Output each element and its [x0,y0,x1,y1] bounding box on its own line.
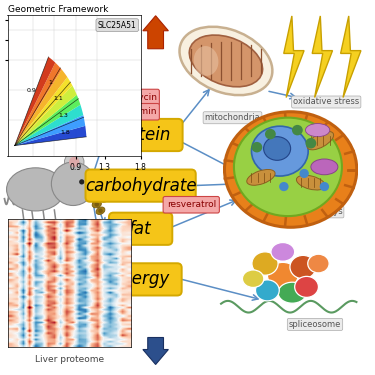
FancyArrow shape [143,338,168,364]
Text: 0.9: 0.9 [26,88,36,93]
Circle shape [51,162,95,206]
Polygon shape [15,69,68,146]
Ellipse shape [255,280,279,301]
Polygon shape [15,77,72,146]
Polygon shape [15,86,77,146]
Circle shape [98,209,103,213]
Polygon shape [15,57,55,146]
FancyBboxPatch shape [107,104,159,120]
Ellipse shape [6,168,64,211]
Polygon shape [15,95,80,146]
Ellipse shape [189,35,262,87]
Ellipse shape [264,137,291,160]
Ellipse shape [295,276,318,297]
Text: protein: protein [111,126,170,144]
Ellipse shape [267,262,298,288]
Ellipse shape [96,207,105,214]
Ellipse shape [308,254,329,273]
Text: mitochondria: mitochondria [205,113,260,122]
Ellipse shape [290,255,316,279]
Ellipse shape [307,131,334,150]
FancyBboxPatch shape [99,119,183,151]
Circle shape [101,196,105,201]
Circle shape [279,182,289,191]
Text: carbohydrate: carbohydrate [85,177,196,195]
Ellipse shape [311,159,338,175]
Ellipse shape [247,170,275,185]
Polygon shape [340,16,361,98]
Ellipse shape [306,124,330,137]
Ellipse shape [234,118,342,216]
FancyBboxPatch shape [109,213,172,245]
Text: metabolic pathways: metabolic pathways [258,207,342,216]
Text: Geometric Framework: Geometric Framework [8,5,108,14]
Circle shape [69,157,80,167]
Circle shape [292,125,303,135]
Ellipse shape [252,126,308,176]
Ellipse shape [278,282,307,303]
Text: fat: fat [129,220,152,238]
Ellipse shape [242,270,264,288]
FancyBboxPatch shape [99,263,182,296]
Text: oxidative stress: oxidative stress [293,98,359,106]
Ellipse shape [180,27,272,95]
Text: SLC25A51: SLC25A51 [98,21,136,30]
Polygon shape [15,115,85,146]
Text: 1.3: 1.3 [58,113,68,118]
Circle shape [79,179,84,184]
Circle shape [94,202,99,207]
Text: energy: energy [111,270,170,288]
Circle shape [265,129,276,140]
Ellipse shape [296,175,326,190]
Text: 1.1: 1.1 [53,96,63,101]
Polygon shape [284,16,304,98]
Text: metformin: metformin [110,107,157,116]
Circle shape [64,152,84,172]
Text: 1.8: 1.8 [60,130,70,135]
Circle shape [306,138,316,148]
Circle shape [299,169,309,178]
FancyBboxPatch shape [107,89,159,106]
Text: rapamycin: rapamycin [109,93,157,102]
Text: 1: 1 [49,80,52,85]
Circle shape [92,185,94,188]
Text: resveratrol: resveratrol [166,200,216,209]
Ellipse shape [225,112,357,227]
Polygon shape [312,16,333,98]
Ellipse shape [89,195,98,202]
Ellipse shape [252,252,278,275]
Ellipse shape [92,201,101,208]
Text: spliceosome: spliceosome [289,320,341,329]
Polygon shape [15,105,83,146]
FancyBboxPatch shape [86,170,196,202]
FancyArrow shape [143,16,168,49]
Polygon shape [15,126,86,146]
Circle shape [320,182,329,191]
Ellipse shape [194,46,218,76]
Text: Liver proteome: Liver proteome [35,356,104,364]
FancyBboxPatch shape [163,196,219,213]
Polygon shape [15,63,62,146]
Ellipse shape [99,195,108,202]
Circle shape [252,142,262,152]
Ellipse shape [271,243,295,261]
Circle shape [92,196,96,201]
